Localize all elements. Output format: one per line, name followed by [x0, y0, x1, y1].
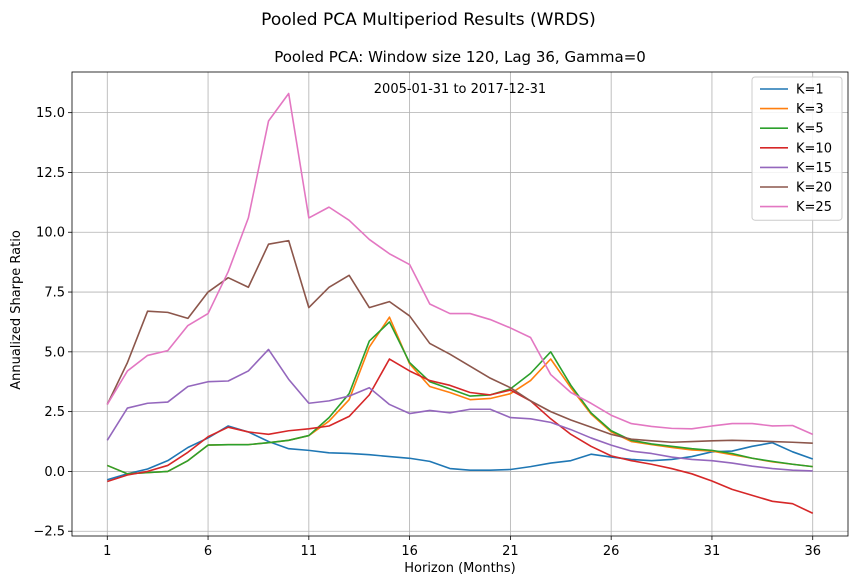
x-tick-label: 36 [804, 544, 821, 559]
x-tick-label: 26 [603, 544, 620, 559]
y-tick-label: 12.5 [36, 166, 65, 181]
legend-label: K=25 [796, 200, 832, 215]
legend-label: K=5 [796, 122, 824, 137]
x-tick-label: 6 [204, 544, 212, 559]
grid [72, 72, 848, 536]
legend-label: K=20 [796, 181, 832, 196]
y-tick-label: 2.5 [44, 405, 65, 420]
series-line-k25 [106, 92, 814, 436]
legend-label: K=1 [796, 83, 824, 98]
x-tick-label: 31 [704, 544, 721, 559]
legend-box [751, 76, 843, 221]
series-line-k5 [106, 321, 813, 475]
date-range-annotation: 2005-01-31 to 2017-12-31 [374, 82, 546, 97]
x-tick-label: 16 [401, 544, 418, 559]
y-axis-label: Annualized Sharpe Ratio [9, 230, 24, 390]
y-tick-label: 10.0 [36, 226, 65, 241]
chart-title: Pooled PCA: Window size 120, Lag 36, Gam… [274, 48, 646, 66]
y-tick-label: −2.5 [33, 525, 65, 540]
y-tick-label: 0.0 [44, 465, 65, 480]
series-line-k10 [107, 358, 814, 515]
legend: K=1 K=3 K=5 K=10 K=15 K=20 K=25 [751, 76, 843, 221]
legend-label: K=3 [796, 102, 824, 117]
plot-area-frame [71, 71, 849, 537]
x-axis-label: Horizon (Months) [404, 561, 516, 576]
series-line-k20 [106, 239, 813, 444]
figure-title: Pooled PCA Multiperiod Results (WRDS) [261, 10, 596, 30]
x-tick-label: 1 [103, 544, 111, 559]
y-tick-label: 15.0 [36, 106, 65, 121]
y-tick-label: 5.0 [44, 345, 65, 360]
y-tick-label: 7.5 [44, 286, 65, 301]
series-line-k15 [106, 348, 813, 472]
legend-label: K=10 [796, 141, 832, 156]
series-lines [106, 92, 814, 515]
legend-label: K=15 [796, 161, 832, 176]
axis-ticks: 1 6 11 16 21 26 31 36−2.50.02.55.07.510.012.515… [33, 106, 821, 559]
x-tick-label: 11 [301, 544, 318, 559]
x-tick-label: 21 [502, 544, 519, 559]
